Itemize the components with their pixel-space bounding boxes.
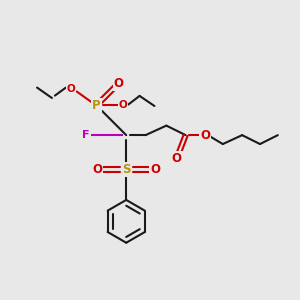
Text: S: S (122, 163, 130, 176)
Text: O: O (119, 100, 128, 110)
Text: P: P (92, 99, 101, 112)
Text: O: O (172, 152, 182, 164)
Text: O: O (92, 163, 102, 176)
Text: O: O (114, 76, 124, 90)
Text: O: O (150, 163, 160, 176)
Text: O: O (200, 129, 210, 142)
Text: F: F (82, 130, 90, 140)
Text: O: O (67, 84, 76, 94)
